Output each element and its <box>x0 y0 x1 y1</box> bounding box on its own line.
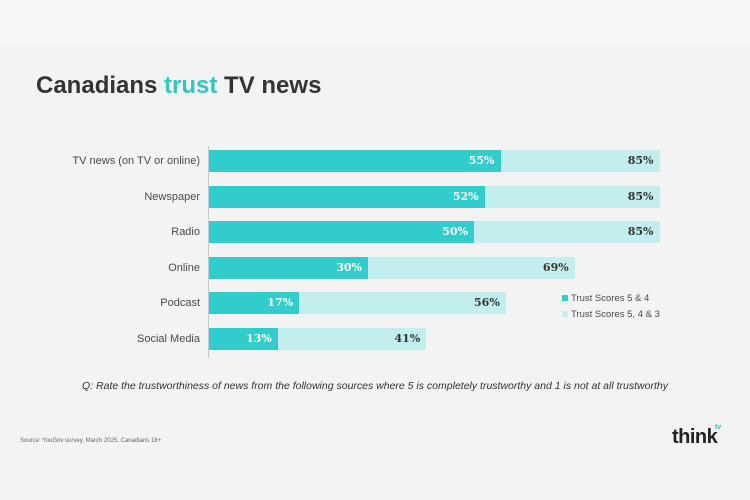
title-text-after: TV news <box>217 72 322 99</box>
title-accent-text: trust <box>164 72 218 99</box>
value-label-top-box-newspaper: 52% <box>452 189 479 203</box>
chart-title: Canadians trust TV news <box>36 72 356 99</box>
value-label-top-three-radio: 85% <box>627 225 654 239</box>
category-label-online: Online <box>168 261 200 274</box>
value-label-top-three-newspaper: 85% <box>627 189 654 203</box>
value-label-top-box-social-media: 13% <box>246 332 272 345</box>
value-label-top-box-online: 30% <box>336 260 362 274</box>
legend-item-top-box: Trust Scores 5 & 4 <box>562 290 660 306</box>
bar-top-box-tv-news-on-tv-or-online <box>209 150 501 172</box>
value-label-top-three-podcast: 56% <box>474 296 500 310</box>
legend-item-top-three: Trust Scores 5, 4 & 3 <box>562 306 660 322</box>
value-label-top-three-social-media: 41% <box>394 332 421 345</box>
category-label-newspaper: Newspaper <box>144 190 200 203</box>
category-label-podcast: Podcast <box>160 297 200 310</box>
bar-top-box-online <box>209 256 368 279</box>
survey-question: Q: Rate the trustworthiness of news from… <box>82 380 668 392</box>
category-axis-line <box>208 146 209 358</box>
value-label-top-box-radio: 50% <box>442 225 468 239</box>
bar-chart: TV news (on TV or online) 55% 85% Newspaper… <box>0 140 750 370</box>
bar-top-box-social-media <box>209 328 278 350</box>
bar-top-box-radio <box>209 221 474 244</box>
bar-top-box-podcast <box>209 292 300 315</box>
legend-label-top-three: Trust Scores 5, 4 & 3 <box>571 308 660 320</box>
legend-swatch-top-box <box>562 295 568 301</box>
legend: Trust Scores 5 & 4 Trust Scores 5, 4 & 3 <box>562 290 660 322</box>
value-label-top-box-podcast: 17% <box>267 296 294 310</box>
value-label-top-three-online: 69% <box>542 260 569 274</box>
bar-top-box-newspaper <box>209 185 485 208</box>
thinktv-logo: think tv <box>672 424 732 456</box>
value-label-top-box-tv-news-on-tv-or-online: 55% <box>468 154 495 167</box>
category-label-social-media: Social Media <box>137 333 200 345</box>
category-label-tv-news-on-tv-or-online: TV news (on TV or online) <box>72 155 200 167</box>
legend-label-top-box: Trust Scores 5 & 4 <box>571 292 650 304</box>
value-label-top-three-tv-news-on-tv-or-online: 85% <box>627 154 654 167</box>
legend-swatch-top-three <box>562 311 568 317</box>
source-note: Source: YouGov survey, March 2025, Canad… <box>20 438 162 444</box>
title-text-before: Canadians <box>36 72 165 99</box>
logo-text: think <box>672 426 718 448</box>
category-label-radio: Radio <box>171 226 200 239</box>
logo-tv-mark: tv <box>715 424 722 431</box>
